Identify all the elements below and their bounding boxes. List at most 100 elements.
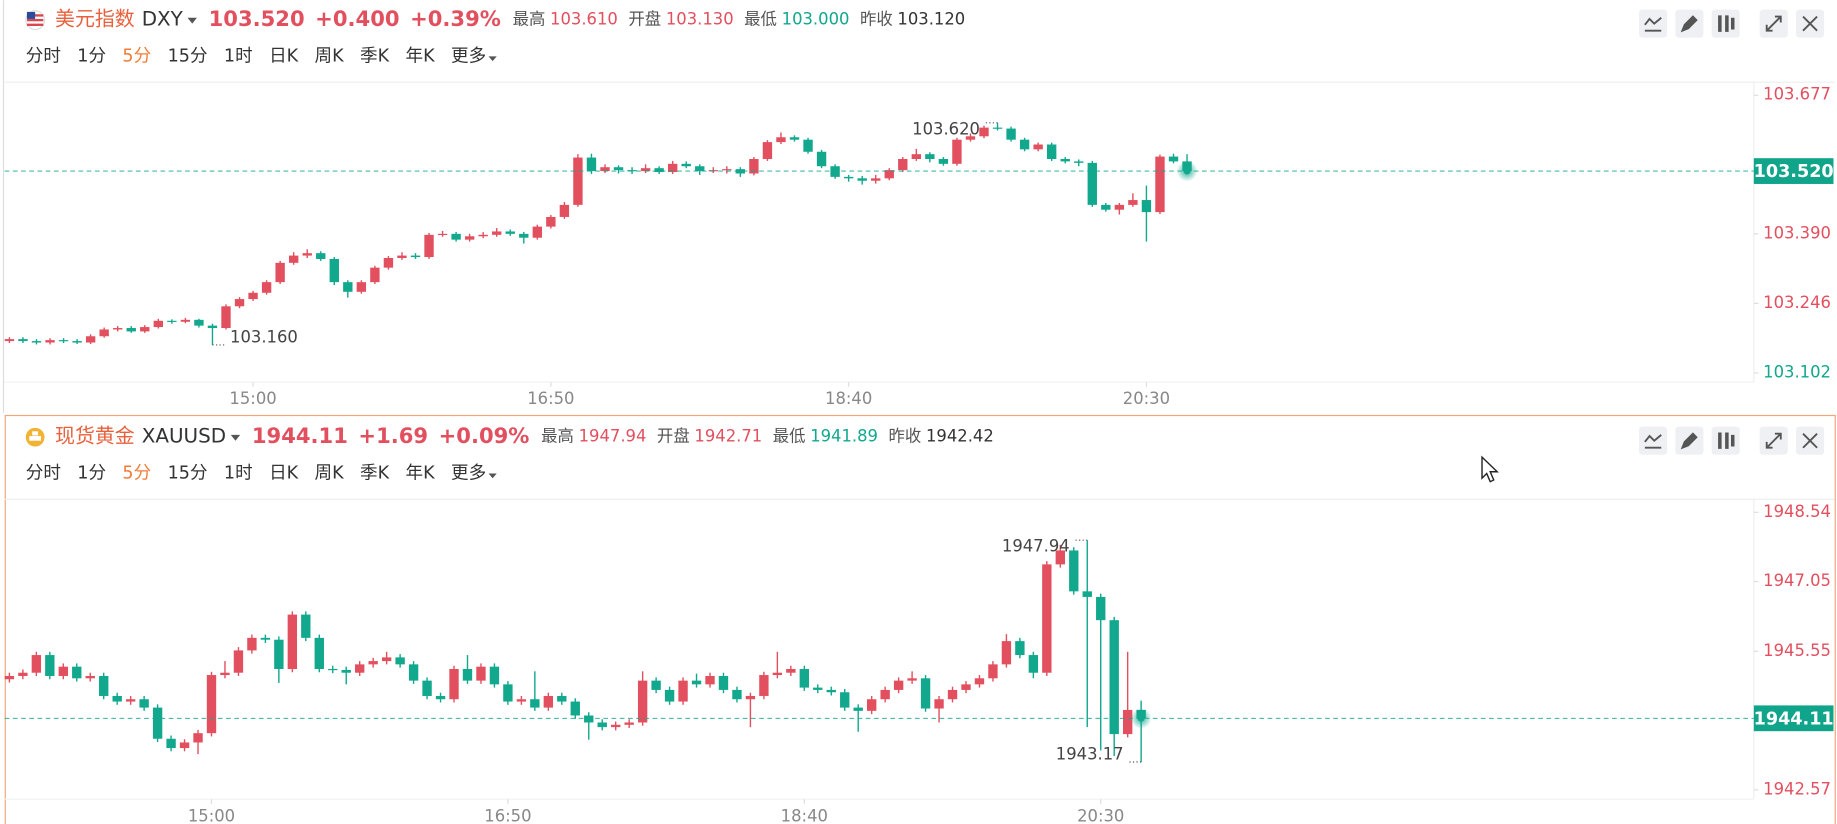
extreme-label: 1947.94 — [1002, 537, 1070, 556]
gold-bar — [32, 431, 39, 436]
candle-body — [979, 127, 989, 137]
candle-body — [586, 157, 597, 172]
candle-body — [776, 137, 786, 143]
candle-body — [651, 680, 661, 690]
candle-body — [139, 699, 149, 708]
timeframe-tab[interactable]: 更多 — [451, 464, 486, 484]
candle-body — [911, 154, 922, 159]
candle-body — [840, 692, 850, 708]
candle-body — [853, 707, 863, 711]
candle-body — [1069, 550, 1079, 592]
candle-body — [72, 666, 82, 679]
candle-body — [489, 666, 500, 685]
toolbar-icon[interactable] — [1680, 432, 1698, 450]
gold-bar — [29, 436, 42, 441]
toolbar-icon[interactable] — [1644, 17, 1662, 32]
stat-label: 最低 — [744, 10, 777, 29]
timeframe-tab[interactable]: 年K — [406, 464, 436, 484]
candle-body — [18, 672, 28, 676]
candle-body — [261, 282, 272, 293]
toolbar-icon[interactable] — [1765, 15, 1782, 32]
candle-body — [1060, 158, 1070, 162]
candle-body — [4, 339, 15, 342]
price-change-pct: +0.09% — [439, 423, 530, 448]
toolbar-icon[interactable] — [1718, 15, 1735, 32]
x-tick-label: 16:50 — [527, 389, 574, 408]
toolbar-icon[interactable] — [1765, 432, 1782, 449]
candle-body — [302, 253, 312, 256]
candle-body — [341, 669, 351, 673]
candle-body — [221, 306, 231, 329]
timeframe-tab[interactable]: 15分 — [168, 46, 208, 66]
stat-label: 最低 — [773, 427, 806, 446]
timeframe-tab[interactable]: 年K — [406, 46, 436, 66]
candle-body — [329, 258, 339, 283]
timeframe-tab[interactable]: 更多 — [451, 46, 486, 66]
candle-body — [546, 216, 556, 227]
toolbar-icon[interactable] — [1644, 434, 1662, 449]
instrument-symbol[interactable]: DXY — [142, 8, 184, 31]
candle-body — [1122, 709, 1133, 735]
timeframe-tab[interactable]: 5分 — [122, 464, 151, 484]
dropdown-caret[interactable] — [230, 434, 241, 441]
candle-body — [735, 169, 746, 174]
dropdown-caret[interactable] — [187, 17, 197, 24]
candle-body — [813, 687, 823, 690]
candle-body — [435, 695, 446, 700]
timeframe-tab[interactable]: 周K — [315, 46, 345, 66]
candle-body — [206, 675, 217, 734]
timeframe-tab[interactable]: 季K — [360, 46, 390, 66]
tab-caret[interactable] — [488, 56, 497, 62]
candle-body — [695, 166, 705, 172]
timeframe-tab[interactable]: 日K — [269, 464, 299, 484]
timeframe-tab[interactable]: 周K — [315, 464, 345, 484]
timeframe-tab[interactable]: 分时 — [26, 46, 61, 66]
candle-body — [85, 336, 96, 343]
timeframe-tab[interactable]: 1时 — [224, 464, 253, 484]
candle-body — [732, 689, 742, 700]
toolbar-icon[interactable] — [1718, 432, 1735, 449]
candle-body — [125, 699, 136, 702]
instrument-symbol[interactable]: XAUUSD — [142, 425, 226, 448]
candle-body — [99, 329, 109, 337]
candle-body — [31, 341, 42, 343]
price-change: +1.69 — [358, 423, 428, 448]
timeframe-tab[interactable]: 1分 — [77, 464, 106, 484]
candle-body — [934, 699, 944, 709]
instrument-name[interactable]: 美元指数 — [55, 8, 135, 31]
candle-body — [961, 684, 971, 690]
timeframe-tab[interactable]: 1时 — [224, 46, 253, 66]
candle-body — [220, 672, 230, 676]
candle-body — [749, 158, 759, 174]
candle-body — [789, 137, 800, 140]
last-price: 1944.11 — [252, 423, 348, 448]
tab-caret[interactable] — [488, 473, 497, 479]
toolbar-icon[interactable] — [1802, 15, 1818, 32]
x-tick-label: 20:30 — [1123, 389, 1170, 408]
extreme-label: 103.160 — [230, 327, 298, 346]
instrument-name[interactable]: 现货黄金 — [55, 425, 135, 448]
candle-body — [1168, 156, 1179, 162]
candle-body — [462, 669, 473, 681]
toolbar-icon[interactable] — [1802, 433, 1818, 449]
timeframe-tab[interactable]: 日K — [269, 46, 299, 66]
timeframe-tab[interactable]: 季K — [360, 464, 390, 484]
y-tick-label: 1945.55 — [1763, 641, 1831, 660]
candle-body — [505, 231, 515, 234]
candle-body — [613, 167, 624, 171]
stat-value: 103.610 — [550, 10, 618, 29]
timeframe-tab[interactable]: 1分 — [77, 46, 106, 66]
candle-body — [640, 168, 651, 172]
stat-value: 1942.42 — [926, 427, 994, 446]
timeframe-tab[interactable]: 分时 — [26, 464, 61, 484]
candle-body — [830, 166, 840, 177]
candle-body — [397, 255, 407, 259]
toolbar-icon[interactable] — [1680, 15, 1698, 33]
candle-body — [557, 695, 567, 702]
timeframe-tab[interactable]: 15分 — [168, 464, 208, 484]
candle-body — [667, 163, 678, 173]
candle-body — [207, 325, 218, 329]
candle-body — [1006, 128, 1016, 140]
timeframe-tab[interactable]: 5分 — [122, 46, 151, 66]
candle-body — [637, 680, 648, 723]
